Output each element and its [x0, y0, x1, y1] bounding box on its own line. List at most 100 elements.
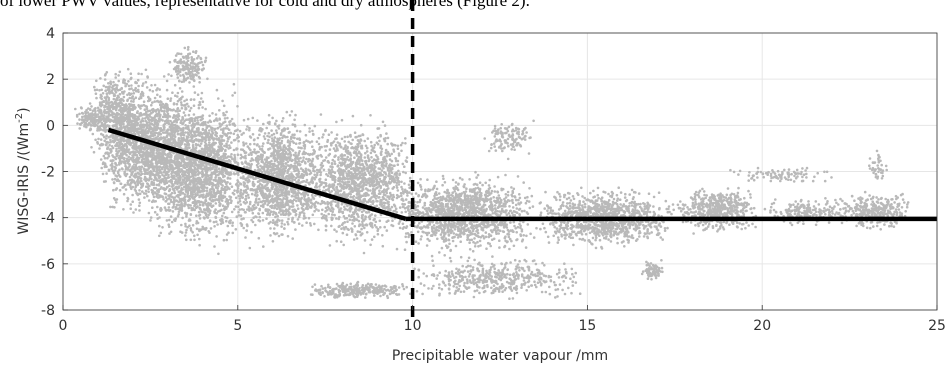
data-point [231, 231, 235, 235]
data-point [170, 195, 174, 199]
data-point [156, 179, 160, 182]
data-point [239, 157, 243, 160]
data-point [186, 67, 190, 71]
data-point [193, 203, 197, 207]
data-point [234, 196, 238, 200]
data-point [264, 192, 267, 196]
data-point [159, 106, 163, 109]
data-point [313, 165, 317, 169]
data-point [175, 203, 179, 207]
data-point [141, 117, 144, 120]
data-point [151, 107, 155, 111]
data-point [191, 197, 195, 200]
data-point [198, 81, 201, 84]
data-point [118, 157, 122, 161]
data-point [236, 105, 239, 108]
data-point [188, 161, 191, 165]
data-point [170, 220, 174, 224]
data-point [164, 177, 167, 180]
data-point [233, 158, 237, 161]
data-point [201, 164, 204, 167]
data-point [146, 194, 149, 198]
data-point [132, 92, 136, 95]
data-point [229, 198, 232, 201]
data-point [251, 133, 255, 136]
data-point [193, 234, 196, 238]
data-point [134, 86, 137, 90]
data-point [191, 149, 194, 153]
data-point [228, 135, 231, 139]
data-point [159, 231, 163, 235]
data-point [164, 192, 168, 196]
data-point [132, 180, 135, 183]
data-point [137, 90, 140, 94]
data-point [163, 136, 167, 140]
data-point [175, 119, 178, 123]
data-point [194, 174, 197, 177]
data-point [222, 211, 226, 215]
data-point [147, 164, 150, 168]
data-point [210, 171, 214, 175]
data-point [136, 123, 139, 127]
data-point [180, 169, 184, 173]
data-point [196, 122, 200, 126]
data-point [155, 169, 159, 173]
data-point [120, 142, 124, 146]
data-point [220, 196, 223, 200]
data-point [174, 58, 177, 62]
data-point [143, 196, 146, 199]
data-point [159, 129, 162, 133]
data-point [168, 115, 172, 118]
data-point [191, 119, 194, 123]
data-point [131, 150, 134, 154]
data-point [185, 140, 189, 143]
data-point [151, 189, 155, 193]
data-point [203, 132, 207, 136]
data-point [190, 124, 193, 127]
data-point [220, 208, 223, 212]
data-point [262, 245, 265, 248]
data-point [140, 72, 143, 76]
data-point [179, 58, 183, 61]
data-point [167, 173, 170, 177]
data-point [271, 240, 275, 243]
data-point [193, 134, 196, 138]
data-point [303, 197, 306, 201]
data-point [141, 131, 144, 134]
data-point [268, 192, 271, 196]
data-point [177, 154, 181, 157]
data-point [105, 140, 109, 144]
data-point [177, 138, 180, 142]
data-point [149, 216, 153, 219]
data-point [198, 171, 202, 175]
data-point [115, 175, 119, 178]
data-point [215, 220, 218, 223]
data-point [245, 223, 249, 226]
data-point [199, 131, 202, 134]
data-point [100, 95, 103, 98]
data-point [197, 103, 201, 107]
data-point [114, 102, 118, 106]
data-point [162, 126, 166, 129]
data-point [96, 106, 100, 110]
data-point [199, 161, 203, 164]
data-point [109, 118, 113, 122]
data-point [126, 108, 130, 111]
data-point [200, 118, 204, 121]
data-point [201, 171, 204, 174]
data-point [224, 216, 227, 219]
data-point [234, 205, 238, 208]
data-point [242, 208, 245, 212]
data-point [237, 205, 240, 209]
data-point [105, 137, 108, 140]
data-point [187, 113, 191, 117]
data-point [172, 120, 176, 123]
data-point [147, 95, 150, 99]
data-point [155, 162, 159, 165]
data-point [122, 99, 125, 103]
data-point [113, 177, 117, 181]
data-point [193, 190, 196, 194]
data-point [103, 96, 107, 99]
data-point [256, 119, 259, 122]
data-point [174, 94, 177, 97]
